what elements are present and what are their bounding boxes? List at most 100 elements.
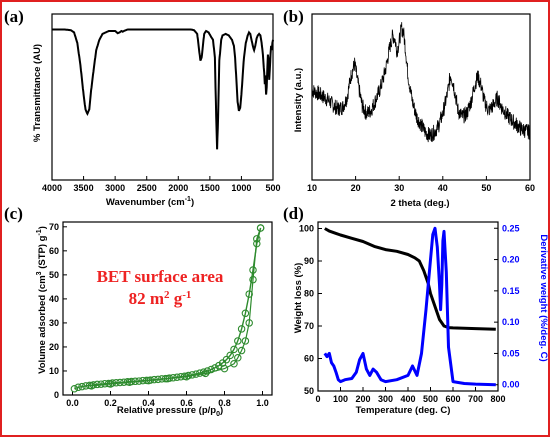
bet-desorption-point (245, 319, 253, 327)
ftir-x-tick-label: 500 (265, 183, 280, 193)
tga-weight-loss-line (324, 227, 496, 331)
bet-desorption-point (256, 224, 265, 232)
xrd-pattern-line (311, 22, 531, 143)
tga-x-tick-label: 300 (378, 394, 393, 404)
tga-x-tick-label: 200 (355, 394, 370, 404)
tga-x-tick-label: 0 (315, 394, 320, 404)
xrd-y-axis-label: Intensity (a.u.) (293, 68, 304, 132)
tga-right-y-axis-label: Derivative weight (%/deg. C) (538, 234, 549, 361)
bet-desorption-point (125, 378, 134, 387)
bet-x-tick-label: 0.4 (142, 398, 155, 408)
tga-left-y-tick-label: 70 (304, 321, 314, 331)
tga-x-tick-label: 800 (490, 394, 505, 404)
bet-x-tick-label: 0.2 (104, 398, 117, 408)
ftir-x-axis-label: Wavenumber (cm-1) (106, 196, 194, 208)
tga-right-y-tick-label: 0.15 (502, 286, 520, 296)
bet-adsorption-point (234, 337, 242, 345)
panel-label-c: (c) (4, 204, 23, 223)
bet-adsorption-point (196, 369, 204, 377)
panel-label-a: (a) (4, 7, 24, 26)
bet-adsorption-point (226, 351, 234, 360)
ftir-x-tick-label: 2500 (137, 183, 157, 193)
bet-plot-frame (62, 221, 273, 396)
xrd-x-tick-label: 20 (351, 183, 361, 193)
bet-adsorption-point (82, 382, 90, 390)
tga-right-y-tick-label: 0.20 (502, 255, 520, 265)
bet-desorption-point (182, 372, 191, 381)
bet-adsorption-point (203, 367, 212, 375)
tga-derivative-line (323, 226, 496, 387)
tga-plot-frame (317, 221, 499, 392)
bet-x-tick-label: 0.0 (66, 398, 79, 408)
tga-left-y-axis-label: Weight loss (%) (293, 263, 304, 334)
bet-annotation-line2: 82 m2 g-1 (129, 289, 192, 308)
ftir-x-tick-label: 3500 (74, 183, 94, 193)
bet-y-tick-label: 30 (49, 318, 59, 328)
ftir-plot-frame (51, 13, 274, 181)
ftir-x-tick-label: 4000 (42, 183, 62, 193)
ftir-x-tick-label: 2000 (168, 183, 188, 193)
tga-x-tick-label: 500 (423, 394, 438, 404)
panel-label-b: (b) (283, 7, 304, 26)
bet-desorption-point (201, 369, 210, 378)
bet-adsorption-point (237, 325, 246, 333)
tga-left-y-tick-label: 90 (304, 256, 314, 266)
bet-desorption-point (234, 354, 242, 362)
bet-y-axis-label: Volume adsorbed (cm3 (STP) g-1) (36, 226, 48, 374)
bet-y-tick-label: 60 (49, 246, 59, 256)
bet-desorption-point (241, 337, 250, 345)
bet-desorption-point (237, 346, 246, 355)
bet-x-tick-label: 0.8 (218, 398, 231, 408)
ftir-x-tick-label: 1500 (200, 183, 220, 193)
bet-desorption-point (230, 360, 238, 368)
tga-left-y-tick-label: 50 (304, 386, 314, 396)
tga-x-tick-label: 600 (445, 394, 460, 404)
tga-x-tick-label: 700 (468, 394, 483, 404)
ftir-spectrum-line (52, 28, 274, 150)
bet-y-tick-label: 10 (49, 366, 59, 376)
xrd-x-tick-label: 30 (394, 183, 404, 193)
tga-right-y-tick-label: 0.05 (502, 348, 520, 358)
bet-desorption-point (220, 364, 229, 373)
bet-adsorption-point (70, 385, 79, 393)
bet-desorption-point (249, 275, 257, 284)
xrd-x-axis-label: 2 theta (deg.) (390, 198, 449, 209)
tga-left-y-tick-label: 60 (304, 354, 314, 364)
bet-y-tick-label: 40 (49, 294, 59, 304)
tga-right-y-tick-label: 0.00 (502, 380, 520, 390)
xrd-x-tick-label: 10 (307, 183, 317, 193)
bet-adsorption-point (245, 290, 253, 298)
ftir-x-tick-label: 3000 (105, 183, 125, 193)
xrd-plot-frame (311, 13, 531, 181)
tga-x-axis-label: Temperature (deg. C) (356, 405, 451, 416)
xrd-x-tick-label: 60 (525, 183, 535, 193)
panel-label-d: (d) (283, 204, 304, 223)
bet-annotation-line1: BET surface area (97, 267, 224, 286)
bet-desorption-line (91, 227, 262, 387)
bet-adsorption-point (74, 383, 82, 392)
ftir-y-axis-label: % Transmittance (AU) (32, 44, 43, 142)
bet-desorption-point (253, 235, 261, 243)
tga-x-tick-label: 400 (400, 394, 415, 404)
bet-adsorption-point (207, 365, 215, 374)
bet-y-tick-label: 50 (49, 270, 59, 280)
bet-y-tick-label: 20 (49, 342, 59, 352)
bet-desorption-point (87, 382, 96, 390)
bet-y-tick-label: 70 (49, 222, 59, 232)
tga-left-y-tick-label: 80 (304, 289, 314, 299)
xrd-x-tick-label: 40 (438, 183, 448, 193)
bet-adsorption-point (199, 368, 208, 376)
bet-desorption-point (144, 376, 153, 385)
bet-x-tick-label: 0.6 (180, 398, 193, 408)
bet-x-axis-label: Relative pressure (p/p0) (117, 405, 223, 418)
bet-adsorption-point (241, 309, 250, 318)
xrd-x-tick-label: 50 (481, 183, 491, 193)
bet-adsorption-point (222, 355, 231, 364)
tga-right-y-tick-label: 0.10 (502, 317, 520, 327)
bet-adsorption-point (230, 345, 238, 354)
bet-desorption-point (163, 374, 172, 383)
tga-right-y-tick-label: 0.25 (502, 223, 520, 233)
bet-adsorption-point (78, 382, 86, 391)
